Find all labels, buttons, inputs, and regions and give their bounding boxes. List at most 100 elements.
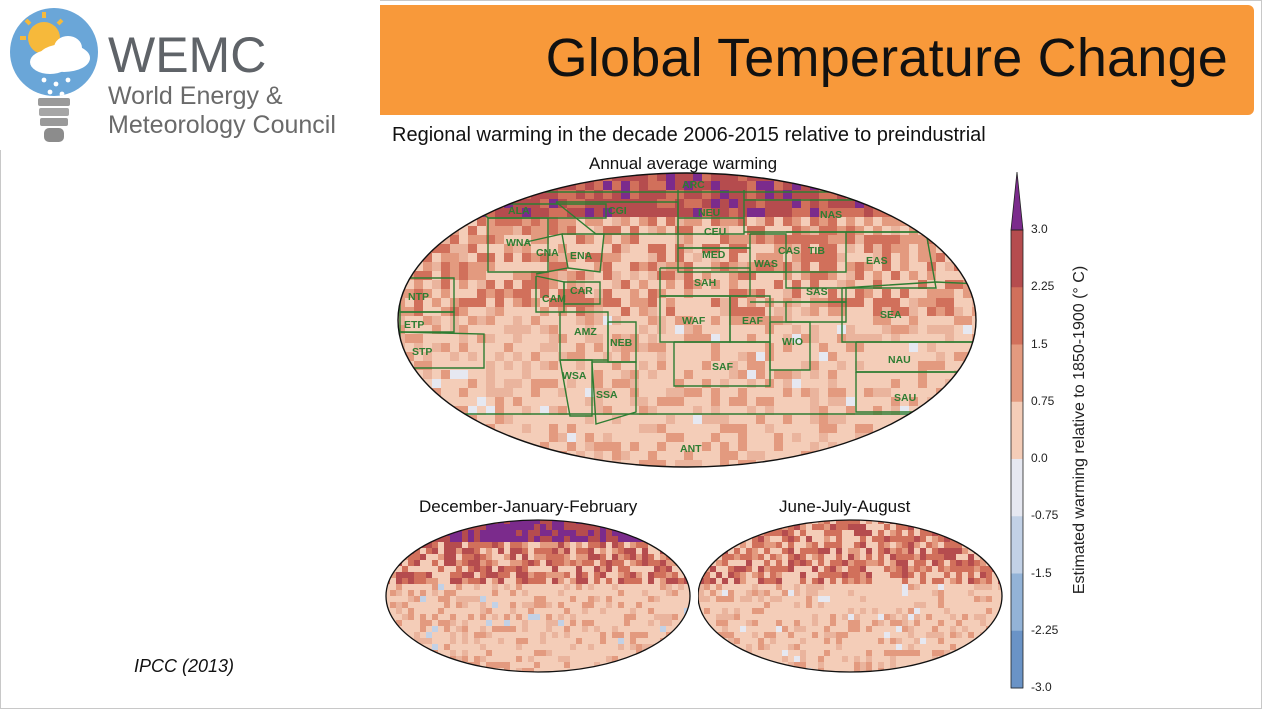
warming-grid-cell: [752, 662, 758, 668]
warming-grid-cell: [398, 208, 405, 217]
warming-grid-cell: [810, 406, 819, 415]
warming-grid-cell: [528, 668, 534, 672]
warming-grid-cell: [702, 271, 711, 280]
warming-grid-cell: [630, 536, 636, 542]
warming-grid-cell: [576, 542, 582, 548]
warming-grid-cell: [783, 181, 792, 190]
warming-grid-cell: [728, 590, 734, 596]
warming-grid-cell: [423, 190, 432, 199]
warming-grid-cell: [612, 632, 618, 638]
warming-grid-cell: [836, 572, 842, 578]
warming-grid-cell: [468, 316, 477, 325]
warming-grid-cell: [558, 602, 564, 608]
warming-grid-cell: [516, 578, 522, 584]
warming-grid-cell: [882, 451, 891, 460]
warming-grid-cell: [477, 253, 486, 262]
warming-grid-cell: [621, 181, 630, 190]
figure-title: Regional warming in the decade 2006-2015…: [392, 124, 986, 146]
warming-grid-cell: [944, 674, 950, 678]
warming-grid-cell: [450, 253, 459, 262]
warming-grid-cell: [552, 554, 558, 560]
warming-grid-cell: [531, 271, 540, 280]
warming-grid-cell: [558, 469, 567, 478]
warming-grid-cell: [486, 316, 495, 325]
warming-grid-cell: [774, 253, 783, 262]
warming-grid-cell: [630, 656, 636, 662]
warming-grid-cell: [588, 674, 594, 678]
warming-grid-cell: [657, 343, 666, 352]
warming-grid-cell: [534, 536, 540, 542]
warming-grid-cell: [621, 478, 630, 482]
warming-grid-cell: [498, 566, 504, 572]
warming-grid-cell: [516, 548, 522, 554]
warming-grid-cell: [900, 307, 909, 316]
warming-grid-cell: [522, 208, 531, 217]
warming-grid-cell: [855, 173, 864, 181]
warming-grid-cell: [492, 524, 498, 530]
warming-grid-cell: [420, 524, 426, 530]
warming-grid-cell: [540, 208, 549, 217]
warming-grid-cell: [582, 530, 588, 536]
warming-grid-cell: [896, 542, 902, 548]
warming-grid-cell: [528, 572, 534, 578]
warming-grid-cell: [828, 217, 837, 226]
warming-grid-cell: [792, 262, 801, 271]
warming-grid-cell: [480, 524, 486, 530]
warming-grid-cell: [902, 626, 908, 632]
warming-grid-cell: [788, 536, 794, 542]
warming-grid-cell: [438, 662, 444, 668]
warming-grid-cell: [396, 478, 405, 482]
warming-grid-cell: [836, 638, 842, 644]
warming-grid-cell: [986, 668, 992, 672]
warming-grid-cell: [938, 578, 944, 584]
warming-grid-cell: [986, 530, 992, 536]
warming-grid-cell: [438, 608, 444, 614]
warming-grid-cell: [636, 560, 642, 566]
warming-grid-cell: [774, 262, 783, 271]
warming-grid-cell: [846, 217, 855, 226]
warming-grid-cell: [513, 289, 522, 298]
warming-grid-cell: [902, 578, 908, 584]
warming-grid-cell: [486, 361, 495, 370]
warming-grid-cell: [612, 280, 621, 289]
warming-grid-cell: [567, 289, 576, 298]
warming-grid-cell: [504, 614, 510, 620]
warming-grid-cell: [963, 433, 972, 442]
colorbar-tick-label: -1.5: [1031, 565, 1052, 580]
warming-grid-cell: [639, 208, 648, 217]
warming-grid-cell: [432, 548, 438, 554]
warming-grid-cell: [618, 638, 624, 644]
warming-grid-cell: [729, 289, 738, 298]
warming-grid-cell: [513, 271, 522, 280]
warming-grid-cell: [956, 566, 962, 572]
warming-grid-cell: [927, 325, 936, 334]
warming-grid-cell: [866, 578, 872, 584]
warming-grid-cell: [420, 626, 426, 632]
warming-grid-cell: [639, 280, 648, 289]
warming-grid-cell: [792, 433, 801, 442]
warming-grid-cell: [414, 662, 420, 668]
warming-grid-cell: [801, 271, 810, 280]
warming-grid-cell: [612, 460, 621, 467]
warming-grid-cell: [890, 548, 896, 554]
warming-grid-cell: [648, 460, 657, 467]
warming-grid-cell: [710, 578, 716, 584]
warming-grid-cell: [549, 334, 558, 343]
warming-grid-cell: [648, 271, 657, 280]
warming-grid-cell: [986, 536, 992, 542]
warming-grid-cell: [788, 668, 794, 672]
warming-grid-cell: [830, 572, 836, 578]
warming-grid-cell: [927, 478, 936, 482]
warming-grid-cell: [390, 548, 396, 554]
warming-grid-cell: [704, 596, 710, 602]
warming-grid-cell: [558, 554, 564, 560]
warming-grid-cell: [992, 536, 998, 542]
warming-grid-cell: [770, 530, 776, 536]
warming-grid-cell: [878, 542, 884, 548]
warming-grid-cell: [432, 280, 441, 289]
warming-grid-cell: [630, 181, 639, 190]
warming-grid-cell: [986, 650, 992, 656]
warming-grid-cell: [486, 650, 492, 656]
warming-grid-cell: [872, 536, 878, 542]
warming-grid-cell: [630, 542, 636, 548]
